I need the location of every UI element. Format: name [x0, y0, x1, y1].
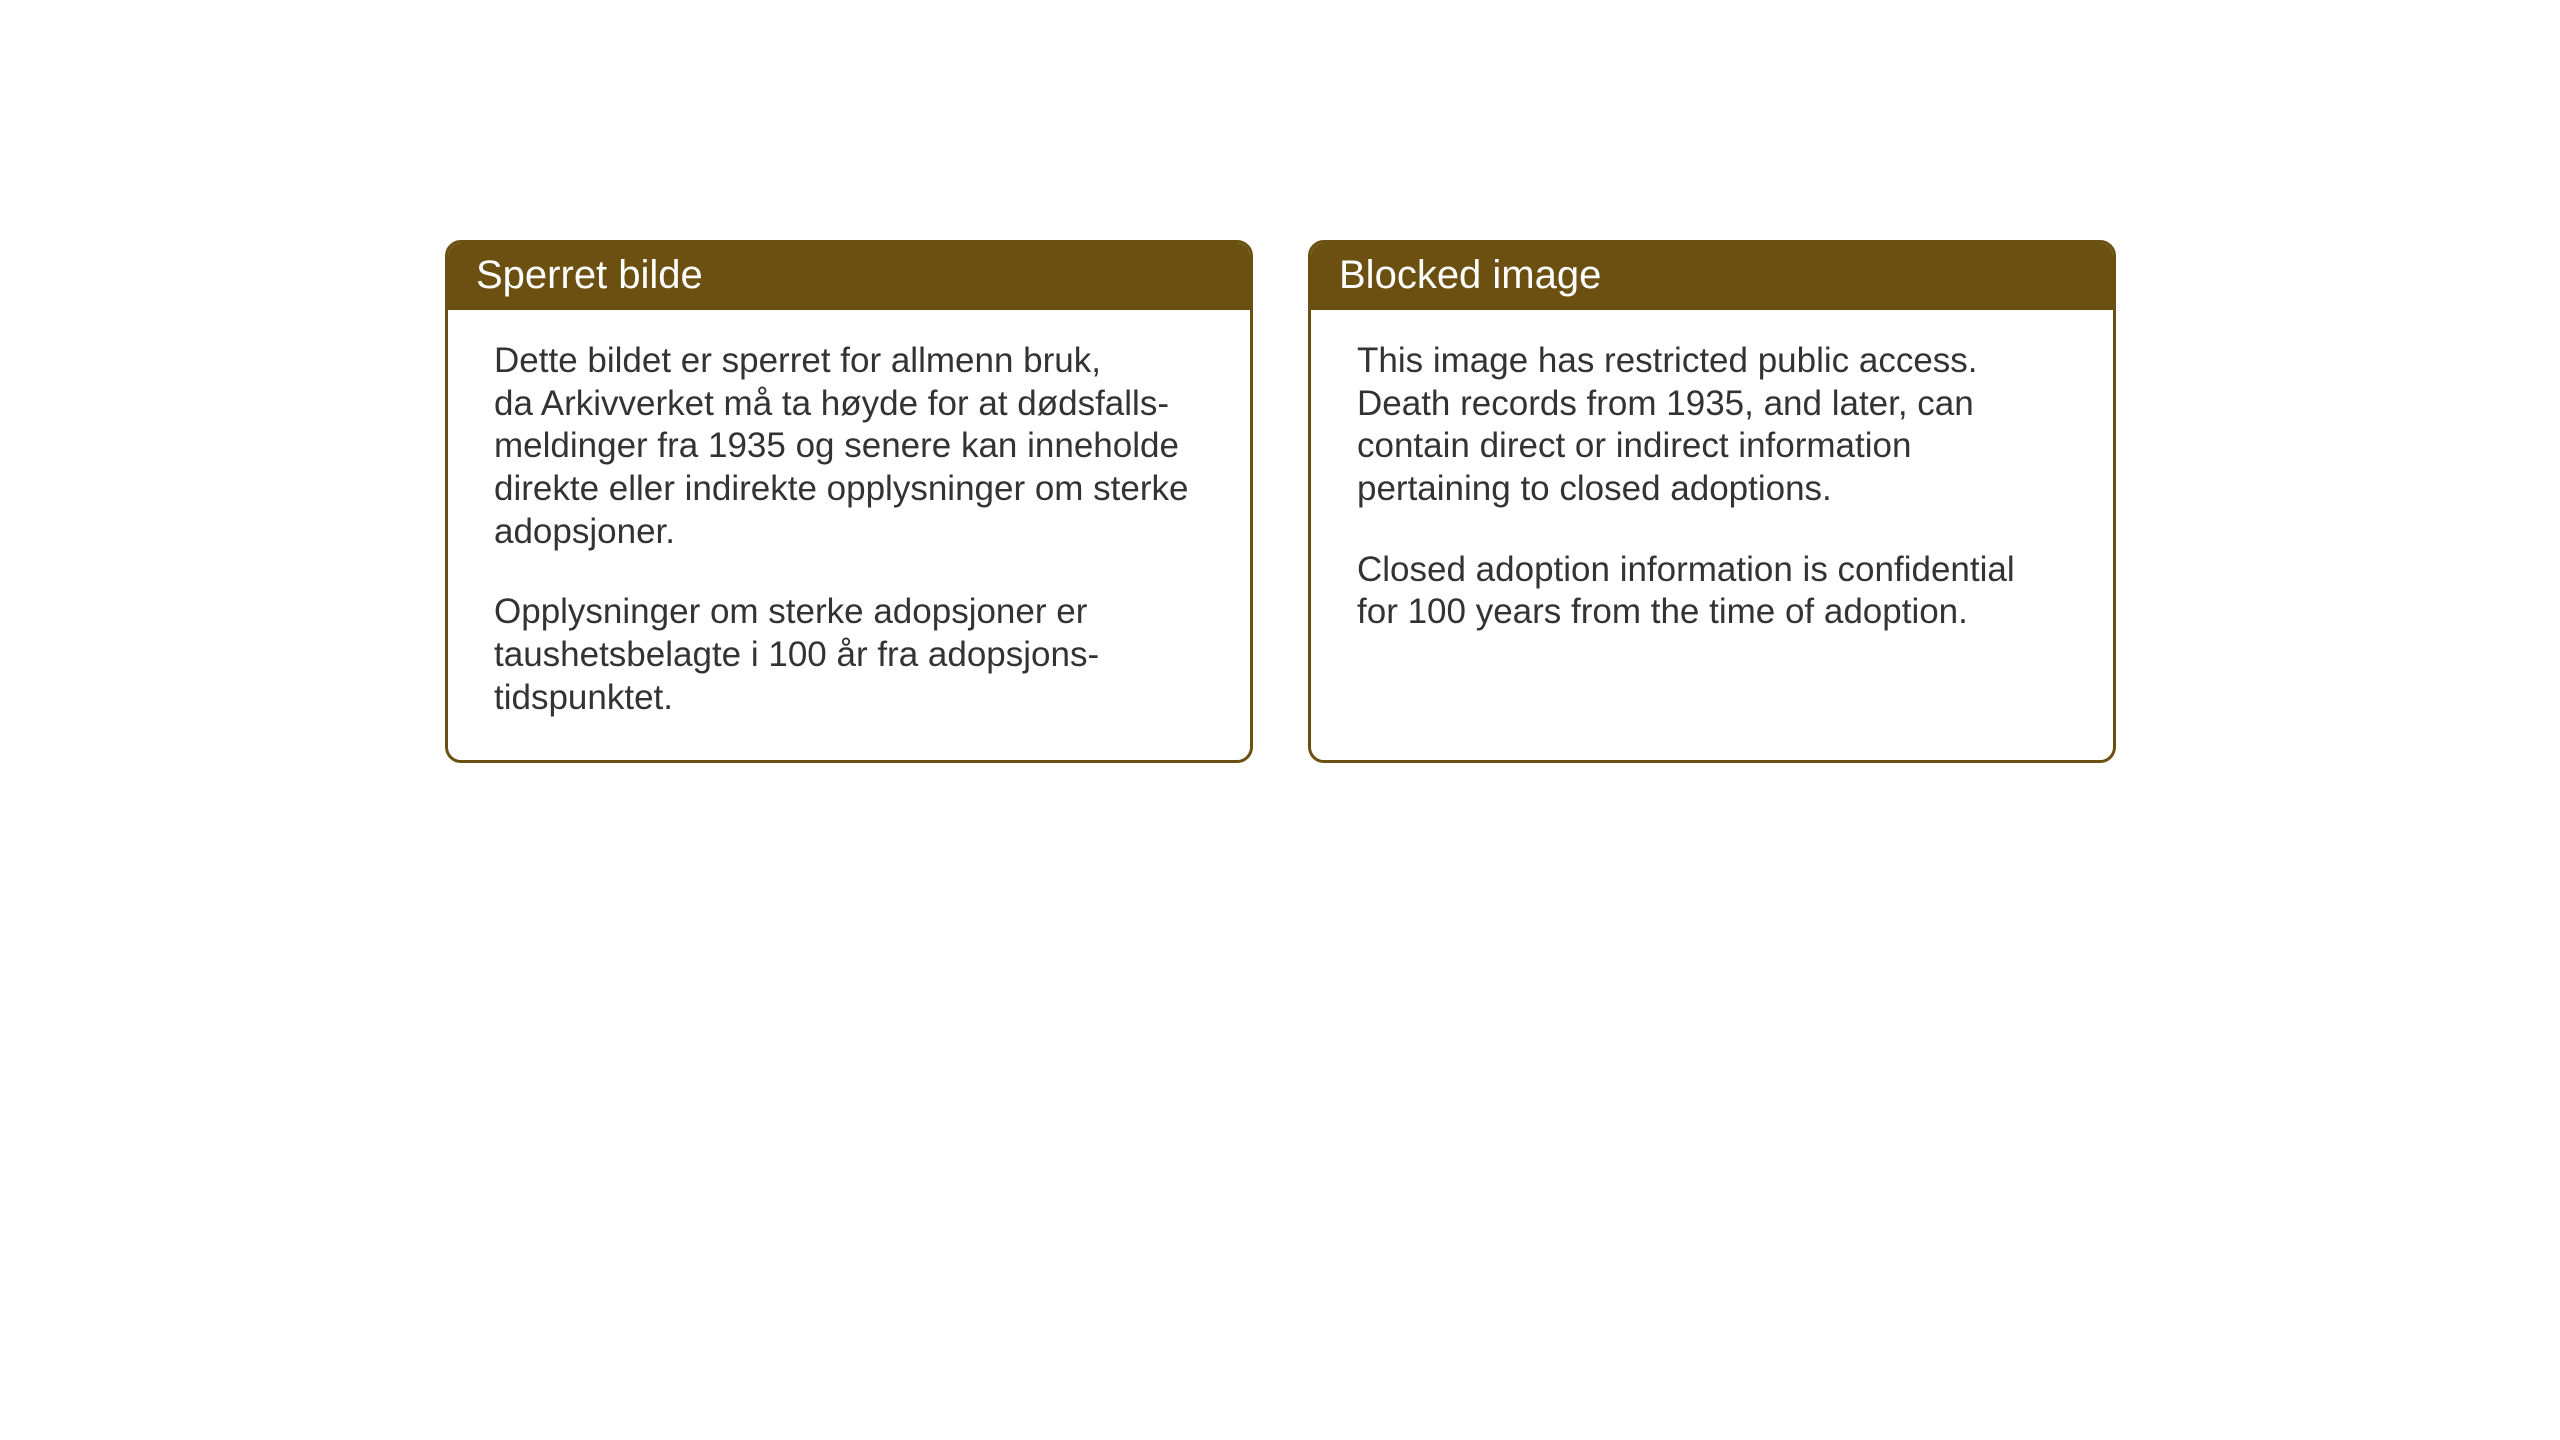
text-line: meldinger fra 1935 og senere kan innehol… [494, 425, 1204, 468]
paragraph-2-norwegian: Opplysninger om sterke adopsjoner er tau… [494, 591, 1204, 719]
text-line: contain direct or indirect information [1357, 425, 2067, 468]
text-line: adopsjoner. [494, 511, 1204, 554]
card-header-norwegian: Sperret bilde [448, 243, 1250, 310]
notice-cards-container: Sperret bilde Dette bildet er sperret fo… [445, 240, 2116, 763]
blocked-image-card-norwegian: Sperret bilde Dette bildet er sperret fo… [445, 240, 1253, 763]
paragraph-1-norwegian: Dette bildet er sperret for allmenn bruk… [494, 340, 1204, 553]
text-line: da Arkivverket må ta høyde for at dødsfa… [494, 383, 1204, 426]
card-title-english: Blocked image [1339, 253, 1601, 297]
blocked-image-card-english: Blocked image This image has restricted … [1308, 240, 2116, 763]
text-line: for 100 years from the time of adoption. [1357, 591, 2067, 634]
text-line: Closed adoption information is confident… [1357, 549, 2067, 592]
text-line: Dette bildet er sperret for allmenn bruk… [494, 340, 1204, 383]
card-title-norwegian: Sperret bilde [476, 253, 703, 297]
paragraph-1-english: This image has restricted public access.… [1357, 340, 2067, 511]
text-line: tidspunktet. [494, 677, 1204, 720]
card-body-norwegian: Dette bildet er sperret for allmenn bruk… [448, 310, 1250, 760]
text-line: Death records from 1935, and later, can [1357, 383, 2067, 426]
text-line: direkte eller indirekte opplysninger om … [494, 468, 1204, 511]
card-header-english: Blocked image [1311, 243, 2113, 310]
text-line: pertaining to closed adoptions. [1357, 468, 2067, 511]
card-body-english: This image has restricted public access.… [1311, 310, 2113, 734]
text-line: Opplysninger om sterke adopsjoner er [494, 591, 1204, 634]
text-line: This image has restricted public access. [1357, 340, 2067, 383]
text-line: taushetsbelagte i 100 år fra adopsjons- [494, 634, 1204, 677]
paragraph-2-english: Closed adoption information is confident… [1357, 549, 2067, 634]
